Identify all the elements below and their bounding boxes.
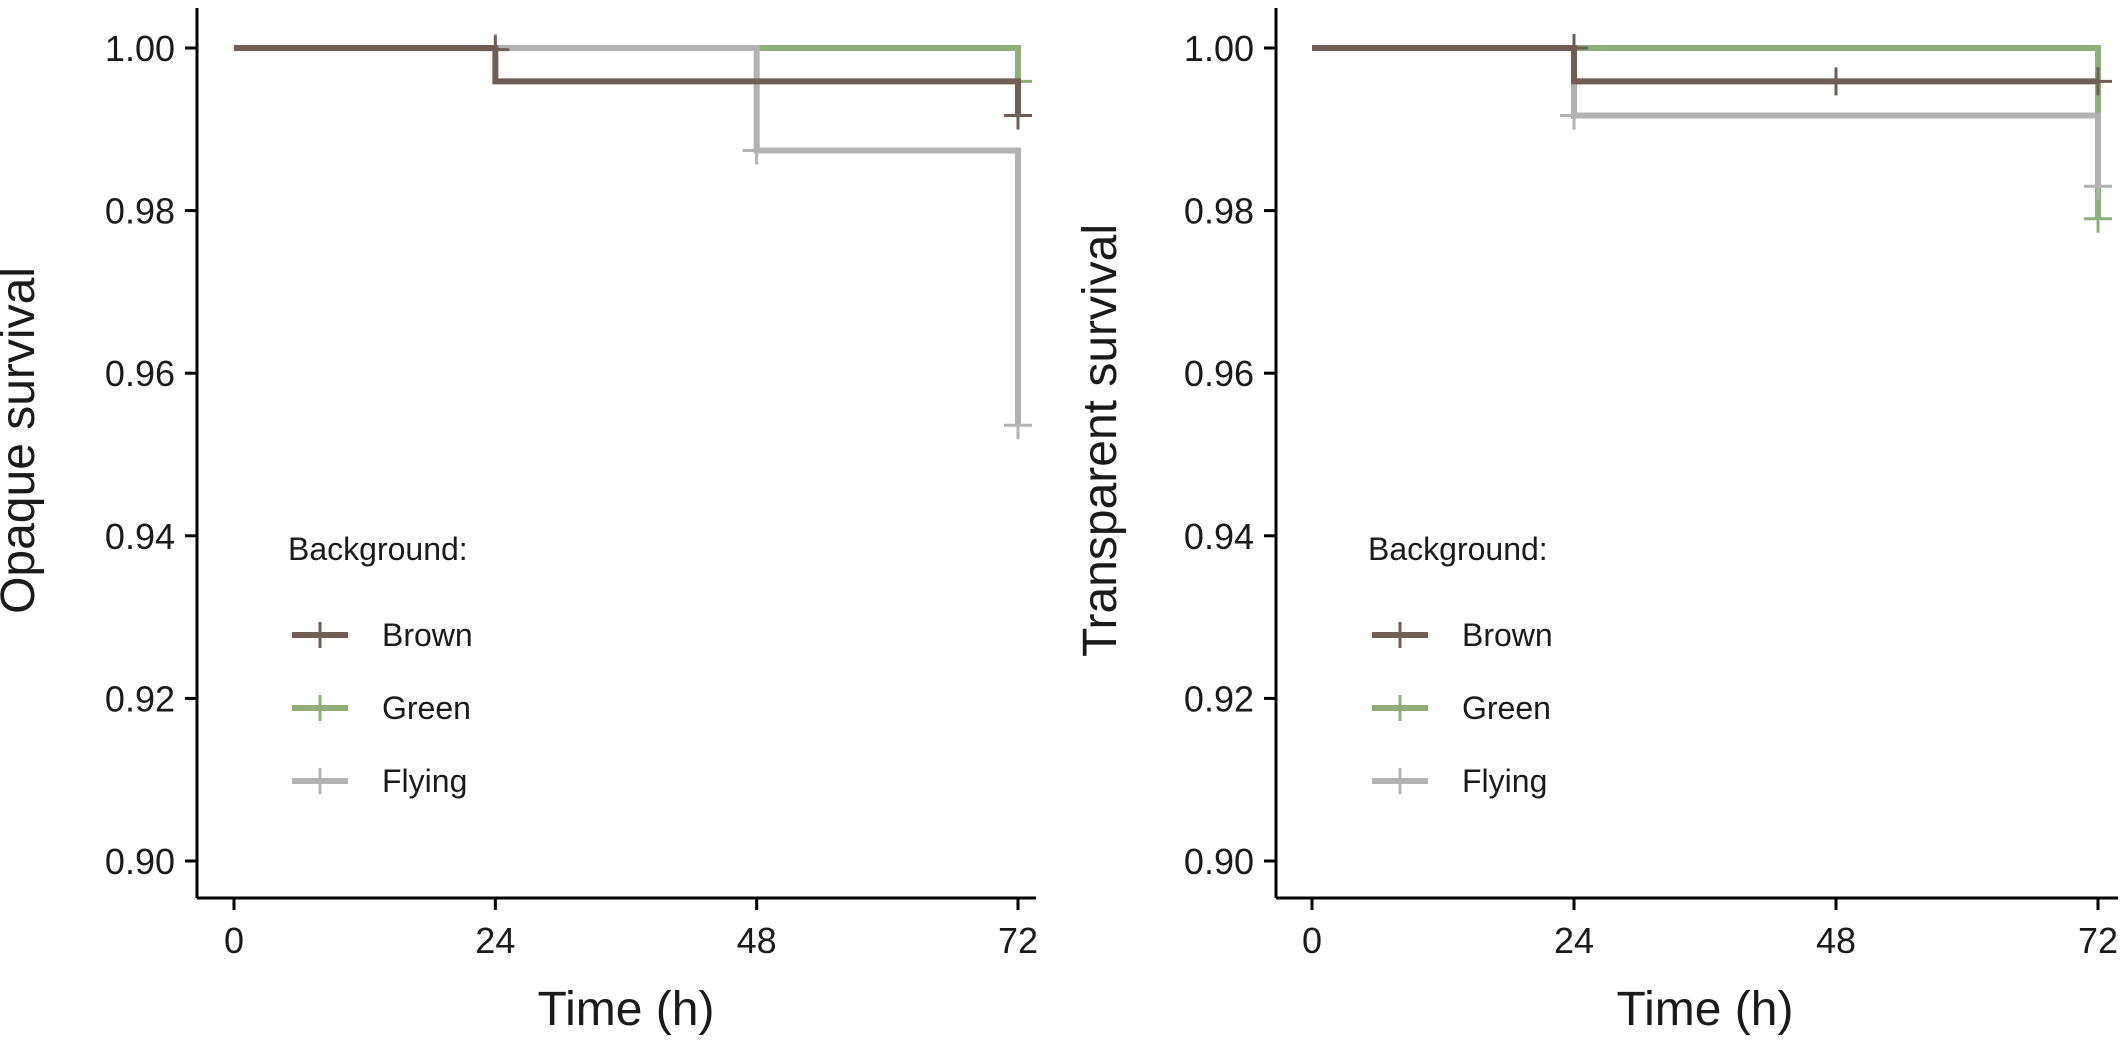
censor-mark-brown bbox=[1004, 101, 1032, 130]
x-tick-label: 24 bbox=[475, 920, 515, 961]
series-line-brown bbox=[234, 45, 1021, 116]
series-line-flying bbox=[1312, 45, 2101, 187]
y-axis-title: Opaque survival bbox=[0, 267, 45, 614]
censor-mark-brown bbox=[1822, 67, 1850, 96]
x-tick-label: 24 bbox=[1554, 920, 1594, 961]
y-tick-label: 0.96 bbox=[105, 353, 175, 394]
y-tick-label: 0.90 bbox=[1184, 841, 1254, 882]
x-axis-title: Time (h) bbox=[538, 983, 715, 1036]
series-line-flying bbox=[234, 45, 1021, 426]
censor-mark-flying bbox=[1004, 411, 1032, 440]
y-tick-label: 0.92 bbox=[1184, 678, 1254, 719]
y-tick-label: 0.98 bbox=[1184, 191, 1254, 232]
series-line-green bbox=[1312, 45, 2101, 219]
x-tick-label: 48 bbox=[737, 920, 777, 961]
censor-mark-flying bbox=[1560, 101, 1588, 130]
censor-mark-brown bbox=[1560, 34, 1588, 62]
chart-panel-1: 0.90 0.92 0.94 0.96 0.98 1.00 0 24 48 72 Time (h) O… bbox=[0, 8, 1038, 1036]
x-tick-label: 72 bbox=[2078, 920, 2118, 961]
y-tick-label: 0.94 bbox=[1184, 516, 1254, 557]
y-tick-label: 0.92 bbox=[105, 678, 175, 719]
legend-title: Background: bbox=[1368, 531, 1548, 567]
series-line-brown bbox=[1312, 45, 2098, 85]
y-tick-label: 0.94 bbox=[105, 516, 175, 557]
legend-label-green: Green bbox=[1462, 690, 1551, 726]
censor-mark-green bbox=[2084, 204, 2112, 233]
x-axis-title: Time (h) bbox=[1617, 983, 1794, 1036]
legend-label-flying: Flying bbox=[382, 763, 467, 799]
y-tick-label: 0.90 bbox=[105, 841, 175, 882]
chart-panel-2: 0.90 0.92 0.94 0.96 0.98 1.00 0 24 48 72 Time (h) T… bbox=[1074, 8, 2118, 1036]
censor-mark-flying bbox=[742, 136, 771, 165]
x-tick-label: 48 bbox=[1816, 920, 1856, 961]
legend-label-brown: Brown bbox=[1462, 617, 1553, 653]
legend-label-flying: Flying bbox=[1462, 763, 1547, 799]
series-line-green bbox=[234, 45, 1021, 82]
y-axis-title: Transparent survival bbox=[1074, 224, 1127, 657]
legend-label-green: Green bbox=[382, 690, 471, 726]
x-tick-label: 0 bbox=[224, 920, 244, 961]
y-tick-label: 1.00 bbox=[105, 28, 175, 69]
censor-mark-brown bbox=[2084, 67, 2112, 96]
x-tick-label: 72 bbox=[998, 920, 1038, 961]
x-tick-label: 0 bbox=[1302, 920, 1322, 961]
censor-mark-brown bbox=[481, 35, 510, 64]
legend-label-brown: Brown bbox=[382, 617, 473, 653]
censor-mark-flying bbox=[2084, 172, 2112, 201]
legend-title: Background: bbox=[288, 531, 468, 567]
y-tick-label: 1.00 bbox=[1184, 28, 1254, 69]
y-tick-label: 0.98 bbox=[105, 191, 175, 232]
y-tick-label: 0.96 bbox=[1184, 353, 1254, 394]
